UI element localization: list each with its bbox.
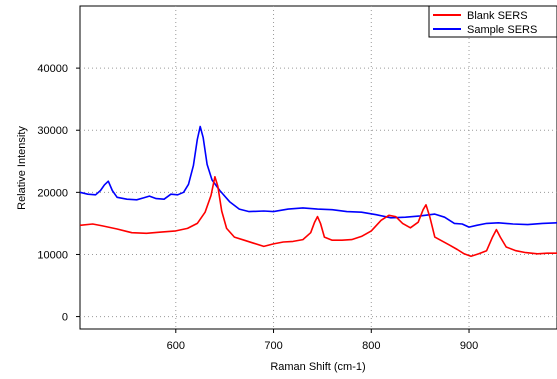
plot-area — [79, 5, 557, 330]
series-line-blank-sers — [79, 176, 557, 258]
series-line-sample-sers — [79, 125, 557, 228]
y-tick-label: 30000 — [37, 125, 68, 137]
x-axis-title: Raman Shift (cm-1) — [270, 361, 365, 373]
x-tick-label: 800 — [362, 340, 380, 352]
legend: Blank SERS Sample SERS — [428, 5, 557, 38]
series-layer — [79, 125, 557, 258]
y-axis-title: Relative Intensity — [16, 126, 28, 210]
x-tick-label: 600 — [167, 340, 185, 352]
legend-label-sample: Sample SERS — [467, 24, 537, 36]
y-tick-label: 40000 — [37, 63, 68, 75]
x-tick-label: 700 — [264, 340, 282, 352]
y-tick-label: 20000 — [37, 187, 68, 199]
y-tick-label: 10000 — [37, 249, 68, 261]
x-tick-label: 900 — [460, 340, 478, 352]
axis-ticks: 600 700 800 900 0 10000 20000 30000 40000 — [37, 63, 478, 352]
legend-box — [428, 5, 557, 38]
y-tick-label: 0 — [62, 312, 68, 324]
legend-label-blank: Blank SERS — [467, 10, 528, 22]
